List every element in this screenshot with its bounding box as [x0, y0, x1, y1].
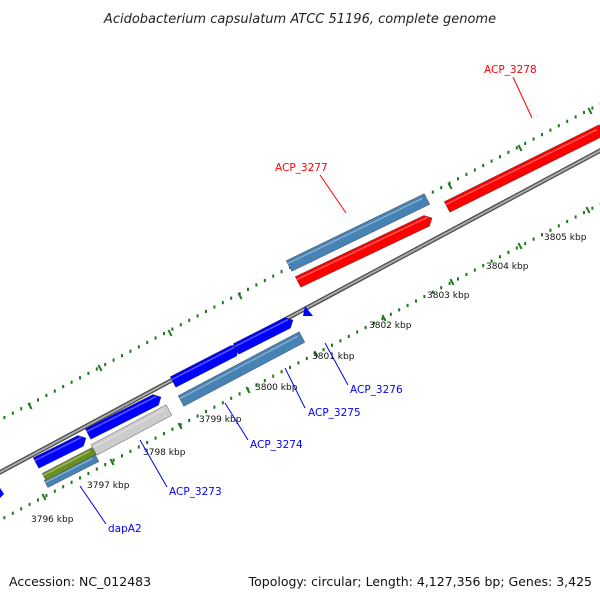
gene-leader-line	[79, 485, 107, 525]
gene-leader-line	[512, 76, 533, 119]
gene-label: ACP_3276	[350, 384, 403, 396]
tick-label: 3803 kbp	[427, 291, 470, 301]
tick-label: 3797 kbp	[87, 481, 130, 491]
tick-label: 3804 kbp	[486, 262, 529, 272]
feature-dapa2	[32, 435, 87, 469]
gene-label: ACP_3273	[169, 486, 222, 498]
gene-leader-line	[139, 439, 168, 488]
gene-label: dapA2	[108, 523, 142, 535]
map-title: Acidobacterium capsulatum ATCC 51196, co…	[103, 12, 496, 27]
gene-leader-line	[224, 402, 249, 441]
accession-text: Accession: NC_012483	[9, 574, 151, 589]
feature-edge-arrow	[0, 488, 4, 498]
gene-label: ACP_3274	[250, 439, 303, 451]
gene-leader-line	[324, 342, 349, 386]
gene-label: ACP_3277	[275, 162, 328, 174]
backbone-lines	[0, 148, 600, 475]
feature-small-arrow	[303, 306, 313, 316]
gene-leader-line	[284, 367, 306, 409]
gene-leader-line	[319, 174, 347, 214]
tick-label: 3802 kbp	[369, 321, 412, 331]
tick-label: 3805 kbp	[544, 233, 587, 243]
feature-acp3274	[169, 345, 240, 388]
feature-acp3277-region	[285, 193, 431, 272]
tick-label: 3799 kbp	[199, 415, 242, 425]
inner-tick-dots	[3, 202, 600, 520]
gene-features	[0, 124, 600, 498]
gene-label: ACP_3278	[484, 64, 537, 76]
tick-labels: 3796 kbp 3797 kbp 3798 kbp 3799 kbp 3800 kbp…	[31, 233, 587, 525]
feature-acp3277	[294, 215, 433, 288]
feature-acp3276	[232, 317, 294, 355]
feature-acp3275	[177, 331, 306, 407]
gene-labels: ACP_3278 ACP_3277 ACP_3276 ACP_3275 ACP_3274…	[79, 64, 537, 535]
tick-label: 3796 kbp	[31, 515, 74, 525]
genome-summary-text: Topology: circular; Length: 4,127,356 bp…	[248, 574, 592, 589]
feature-gray-region	[90, 404, 173, 456]
feature-olive-region	[41, 447, 97, 481]
feature-acp3273	[84, 394, 162, 440]
tick-label: 3801 kbp	[312, 352, 355, 362]
gene-label: ACP_3275	[308, 407, 361, 419]
feature-acp3278	[443, 124, 600, 213]
tick-label: 3798 kbp	[143, 448, 186, 458]
tick-label: 3800 kbp	[255, 383, 298, 393]
